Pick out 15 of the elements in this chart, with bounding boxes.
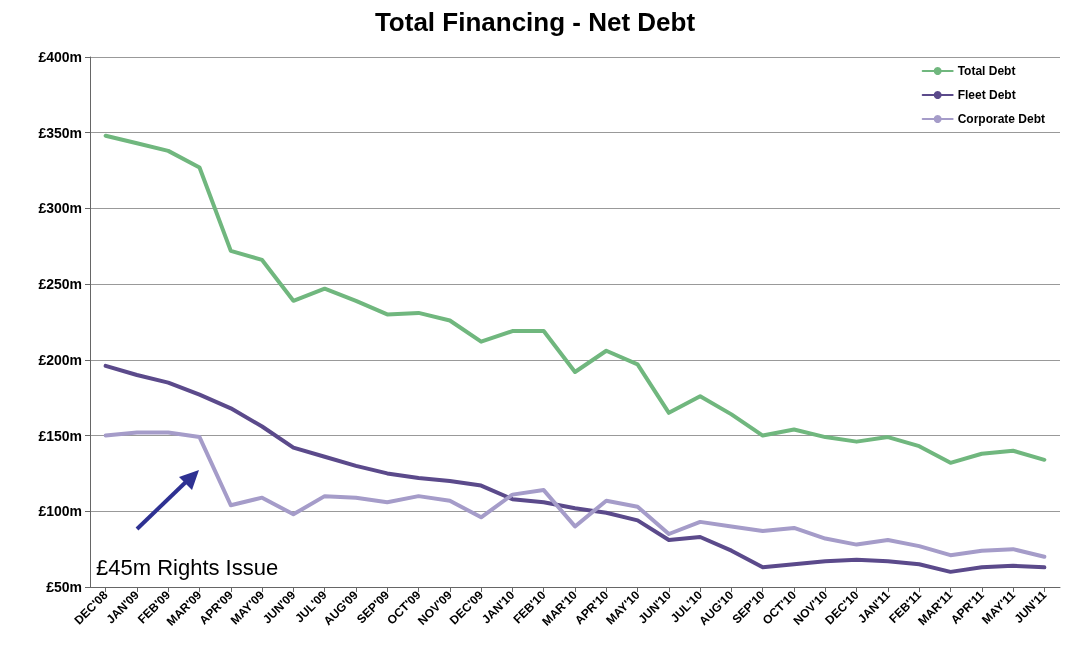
y-tick-label: £400m [38, 49, 82, 65]
y-tick-label: £100m [38, 503, 82, 520]
legend-label: Corporate Debt [957, 112, 1045, 126]
y-tick-label: £50m [46, 579, 82, 595]
y-tick-label: £200m [38, 351, 82, 368]
chart-title: Total Financing - Net Debt [374, 7, 696, 37]
line-series [103, 133, 1047, 465]
y-tick-label: £250m [38, 276, 82, 293]
line-series [103, 430, 1047, 559]
y-tick-label: £350m [38, 124, 82, 141]
legend-label: Fleet Debt [957, 88, 1016, 102]
y-tick-label: £150m [38, 427, 82, 444]
annotation: £45m Rights Issue [96, 554, 279, 580]
y-tick-label: £300m [38, 200, 82, 217]
legend-label: Total Debt [957, 64, 1016, 78]
